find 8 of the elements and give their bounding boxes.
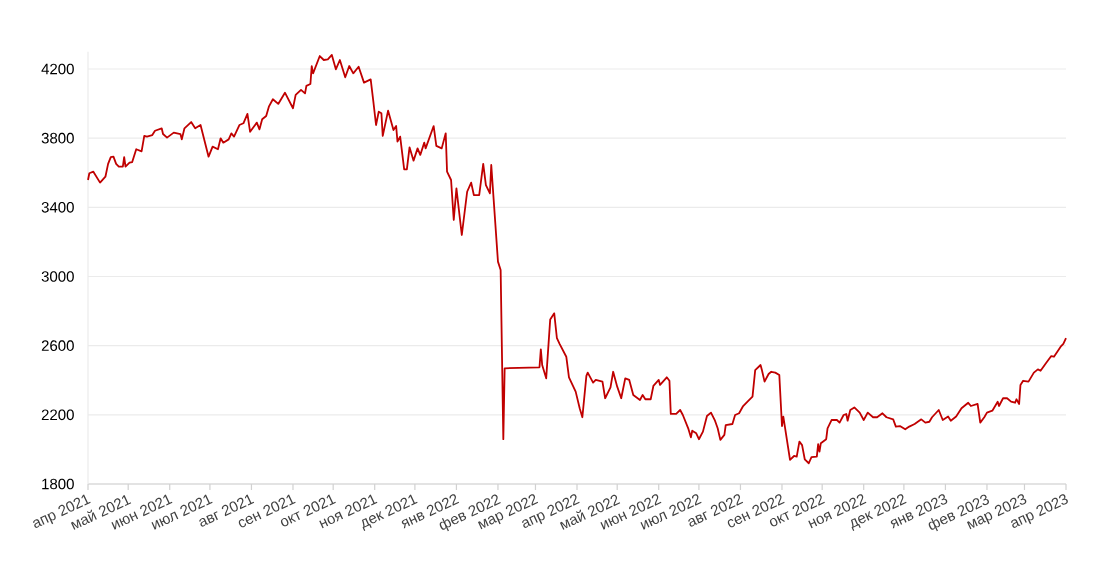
y-tick-label: 3400 [41,202,74,213]
y-tick-label: 2200 [41,409,74,421]
y-tick-label: 2600 [41,340,74,351]
line-series [87,54,1067,465]
y-tick-label: 4200 [41,63,74,75]
y-tick-label: 3000 [41,271,74,282]
y-tick-label: 1800 [42,478,74,490]
y-tick-label: 3800 [41,132,74,144]
